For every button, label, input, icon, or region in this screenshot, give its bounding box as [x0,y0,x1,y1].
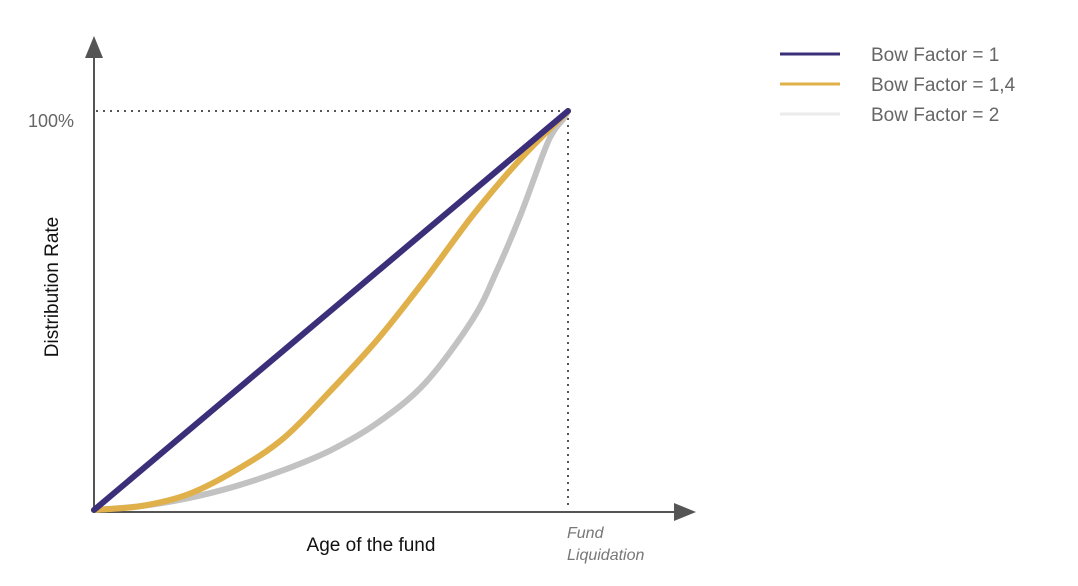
x-axis-title: Age of the fund [307,535,436,556]
liquidation-annotation-line1: Fund [567,525,605,542]
legend-label-2: Bow Factor = 1,4 [871,75,1016,96]
y-tick-label-100: 100% [28,111,74,131]
x-axis-arrow [674,503,696,521]
series-line-1 [91,108,571,513]
liquidation-annotation-line2: Liquidation [567,547,645,564]
legend-label-1: Bow Factor = 1 [871,45,999,66]
legend: Bow Factor = 1 Bow Factor = 1,4 Bow Factor… [780,45,1016,126]
y-axis-title: Distribution Rate [42,217,63,357]
series-line-3 [91,108,571,513]
series-line-2 [91,108,571,513]
y-axis-arrow [85,36,103,58]
legend-label-3: Bow Factor = 2 [871,105,999,126]
series-layer [91,108,571,513]
